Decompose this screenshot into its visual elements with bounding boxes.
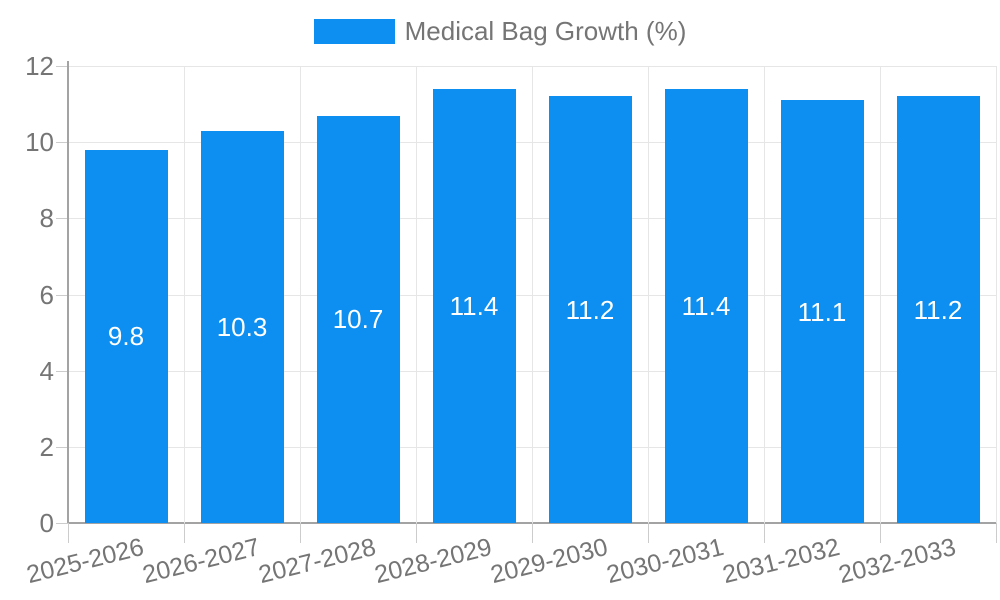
x-axis-tick-label: 2025-2026: [24, 532, 148, 590]
x-tick-mark: [184, 523, 185, 543]
bar: [200, 130, 284, 523]
y-axis-tick-label: 8: [39, 203, 54, 234]
y-axis-tick-label: 12: [25, 51, 54, 81]
x-tick-mark: [648, 523, 649, 543]
bar-value-label: 11.2: [913, 294, 963, 325]
x-tick-mark: [880, 523, 881, 543]
bar-value-label: 11.2: [565, 294, 615, 325]
gridline-vertical: [532, 66, 533, 523]
y-tick-mark: [56, 370, 68, 372]
x-axis-tick-label: 2027-2028: [256, 532, 380, 590]
y-axis-tick-label: 0: [39, 508, 54, 538]
x-tick-mark: [68, 523, 69, 543]
x-tick-mark: [300, 523, 301, 543]
bar: [896, 96, 980, 523]
gridline-vertical: [648, 66, 649, 523]
bar: [664, 88, 748, 523]
gridline-vertical: [764, 66, 765, 523]
x-tick-mark: [416, 523, 417, 543]
x-axis-tick-label: 2030-2031: [604, 532, 728, 590]
y-axis-line: [67, 61, 69, 523]
y-tick-mark: [56, 446, 68, 448]
bar-value-label: 9.8: [107, 321, 145, 352]
x-tick-mark: [996, 523, 997, 543]
x-axis-tick-label: 2028-2029: [372, 532, 496, 590]
x-axis-tick-label: 2026-2027: [140, 532, 264, 590]
bar-value-label: 10.7: [332, 304, 384, 335]
y-tick-mark: [56, 66, 68, 67]
x-axis-tick-label: 2031-2032: [720, 532, 844, 590]
legend: Medical Bag Growth (%): [0, 17, 1000, 45]
bar-value-label: 11.4: [681, 290, 731, 321]
bar: [780, 100, 864, 523]
bar-value-label: 11.4: [449, 290, 499, 321]
y-tick-mark: [56, 294, 68, 296]
gridline-vertical: [300, 66, 301, 523]
legend-swatch: [313, 18, 395, 44]
bar: [548, 96, 632, 523]
y-tick-mark: [56, 523, 68, 524]
x-tick-mark: [764, 523, 765, 543]
y-tick-mark: [56, 218, 68, 220]
y-axis-tick-label: 4: [39, 355, 54, 386]
gridline-vertical: [880, 66, 881, 523]
legend-series-label: Medical Bag Growth (%): [404, 16, 687, 46]
bar: [84, 149, 168, 523]
gridline-vertical: [416, 66, 417, 523]
x-axis-tick-label: 2032-2033: [836, 532, 960, 590]
y-axis-tick-label: 2: [39, 431, 54, 462]
x-tick-mark: [532, 523, 533, 543]
x-axis-tick-label: 2029-2030: [488, 532, 612, 590]
bar-value-label: 11.1: [797, 296, 847, 327]
y-axis-tick-label: 6: [39, 279, 54, 310]
gridline-vertical: [184, 66, 185, 523]
bar: [432, 88, 516, 523]
y-tick-mark: [56, 142, 68, 144]
bar-value-label: 10.3: [216, 311, 268, 342]
gridline-vertical: [996, 66, 997, 523]
y-axis-tick-label: 10: [25, 127, 54, 158]
bar: [316, 115, 400, 523]
